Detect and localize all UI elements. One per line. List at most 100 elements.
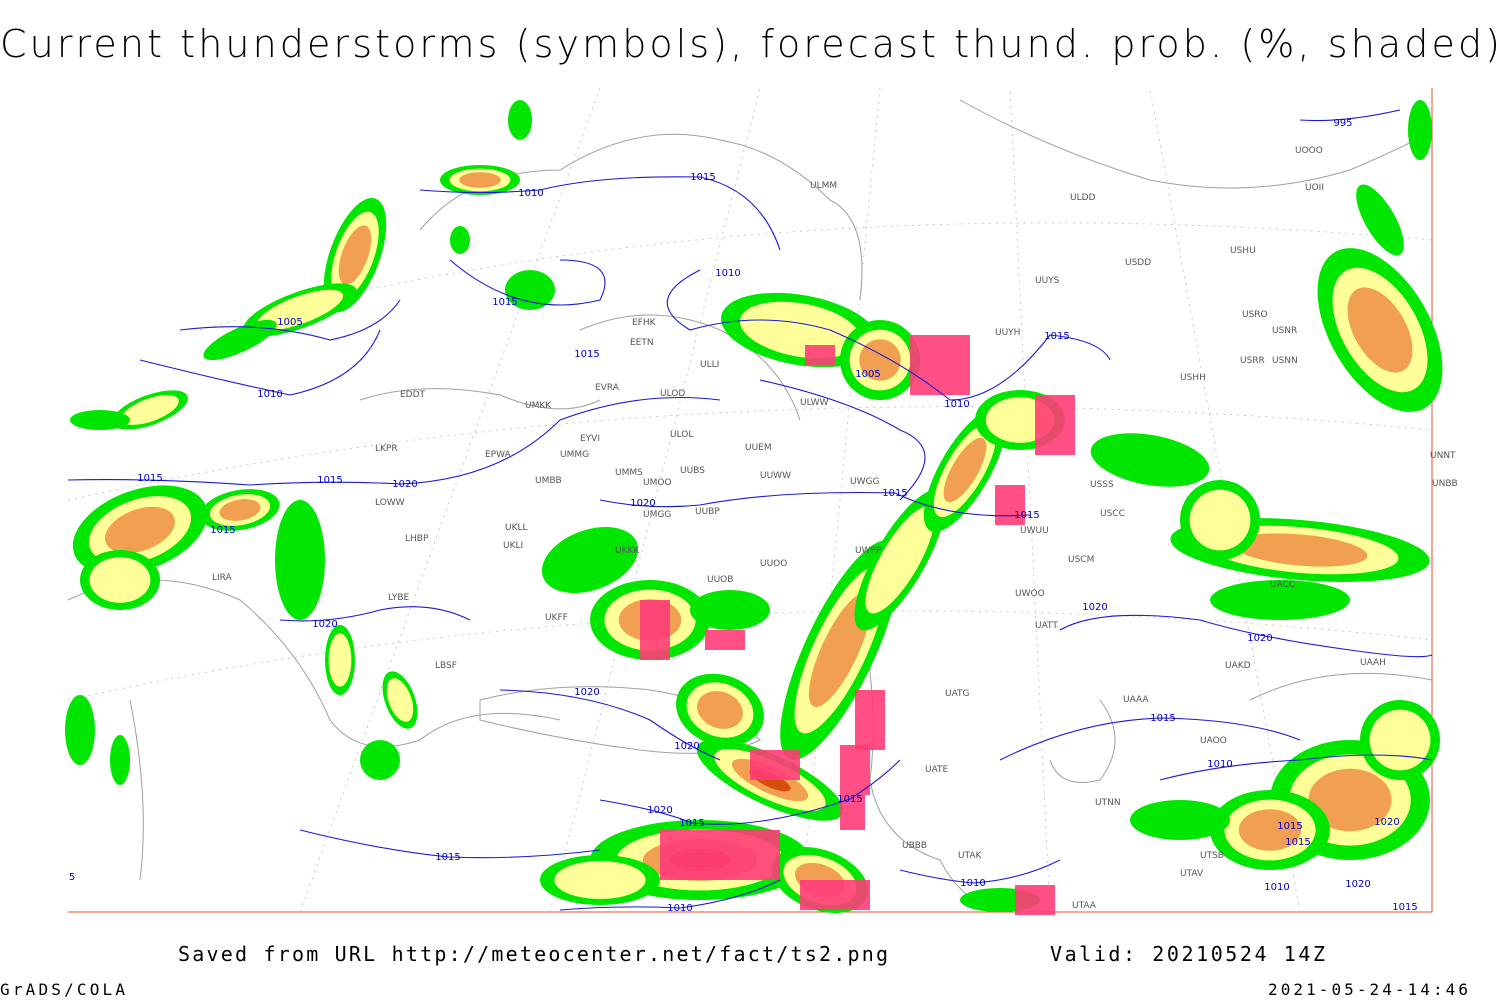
storm-symbols (800, 880, 870, 910)
probability-area (1232, 533, 1368, 567)
isobar-label: 1015 (1392, 902, 1417, 913)
storm-symbols (705, 630, 745, 650)
station-label: UKKK (615, 546, 640, 556)
probability-area (338, 225, 372, 285)
station-label: UUWW (760, 471, 791, 481)
probability-area (65, 695, 95, 765)
isobar-label: 1020 (1082, 602, 1107, 613)
isobar-label: 1020 (574, 687, 599, 698)
storm-symbols (855, 690, 885, 750)
station-label: USSS (1090, 480, 1114, 490)
station-label: UUBP (695, 507, 720, 517)
station-label: USNR (1272, 326, 1297, 336)
station-label: UWGG (850, 477, 879, 487)
station-label: USCM (1068, 555, 1094, 565)
probability-area (541, 527, 639, 593)
station-label: UBBB (902, 841, 927, 851)
station-label: EDDT (400, 390, 426, 400)
isobar-label: 1020 (1345, 879, 1370, 890)
probability-area (275, 500, 325, 620)
isobar-label: 1015 (210, 525, 235, 536)
station-label: USHH (1180, 373, 1206, 383)
station-label: LIRA (212, 573, 233, 583)
graticule (67, 87, 1433, 913)
isobar-label: 1010 (1264, 882, 1289, 893)
isobar-label: 1010 (667, 903, 692, 914)
station-label: LBSF (435, 661, 457, 671)
station-label: EVRA (595, 383, 620, 393)
probability-area (121, 395, 179, 425)
station-label: EPWA (485, 450, 512, 460)
station-label: UAOO (1200, 736, 1227, 746)
station-label: UNNT (1430, 451, 1456, 461)
storm-symbols (840, 745, 870, 795)
probability-area (1408, 100, 1432, 160)
probability-area (70, 410, 130, 430)
valid-time: Valid: 20210524 14Z (1050, 942, 1325, 966)
station-label: USNN (1272, 356, 1298, 366)
probability-area (505, 270, 555, 310)
probability-area (508, 100, 532, 140)
station-label: UNBB (1432, 479, 1458, 489)
station-label: LYBE (388, 593, 409, 603)
station-label: UWOO (1015, 589, 1045, 599)
probability-area (1210, 580, 1350, 620)
station-label: UTAA (1072, 901, 1097, 911)
software: GrADS/COLA (0, 980, 125, 999)
storm-symbols (750, 750, 800, 780)
probability-area (739, 301, 861, 359)
station-label: USCC (1100, 509, 1125, 519)
storm-symbols (910, 335, 970, 395)
source-url: Saved from URL http://meteocenter.net/fa… (178, 942, 888, 966)
station-label: UATE (925, 765, 949, 775)
station-label: LHBP (405, 534, 429, 544)
isobar-label: 995 (1333, 118, 1352, 129)
probability-area (386, 678, 414, 722)
probability-area (1308, 768, 1392, 832)
isobar-label: 1020 (392, 479, 417, 490)
probability-area (865, 506, 935, 614)
station-label: UTAV (1180, 869, 1204, 879)
probability-area (554, 861, 646, 899)
probability-area (1369, 709, 1431, 771)
isobar-label: 1015 (1277, 821, 1302, 832)
probability-shading (65, 100, 1443, 915)
isobar-label: 1010 (518, 188, 543, 199)
station-label: USDD (1125, 258, 1151, 268)
probability-area (1356, 184, 1404, 256)
isobars (67, 109, 1433, 911)
station-label: EFHK (632, 318, 657, 328)
isobar-label: 1020 (312, 619, 337, 630)
isobar-label: 1015 (574, 349, 599, 360)
isobar-label: 1020 (1247, 633, 1272, 644)
probability-area (328, 633, 352, 687)
station-label: ULOD (660, 389, 685, 399)
isobar-label: 1015 (690, 172, 715, 183)
station-label: USHU (1230, 246, 1256, 256)
station-label: UWPP (855, 546, 882, 556)
probability-area (1347, 287, 1413, 373)
station-label: UMBB (535, 476, 562, 486)
isobar-label: 1020 (674, 741, 699, 752)
isobar-label: 1010 (1207, 759, 1232, 770)
station-label: UTAK (958, 851, 983, 861)
isobar-label: 1015 (1014, 510, 1039, 521)
isobar-label: 1015 (882, 488, 907, 499)
station-label: UOOO (1295, 146, 1323, 156)
isobar-label: 1015 (1285, 837, 1310, 848)
probability-area (859, 339, 901, 381)
probability-area (697, 691, 743, 729)
probability-area (89, 557, 151, 603)
isobar-label: 5 (69, 872, 75, 883)
probability-area (110, 735, 130, 785)
probability-area (450, 226, 470, 254)
storm-symbols (1015, 885, 1055, 915)
probability-area (360, 740, 400, 780)
isobar-label: 1010 (257, 389, 282, 400)
isobar-label: 1020 (630, 498, 655, 509)
probability-area (459, 172, 501, 188)
labels: ULMM ULDD USDD USHH UUYS UUYH EFHK EETN EVRA ULLI… (69, 118, 1458, 914)
station-label: USRO (1242, 310, 1268, 320)
isobar-label: 1020 (1374, 817, 1399, 828)
